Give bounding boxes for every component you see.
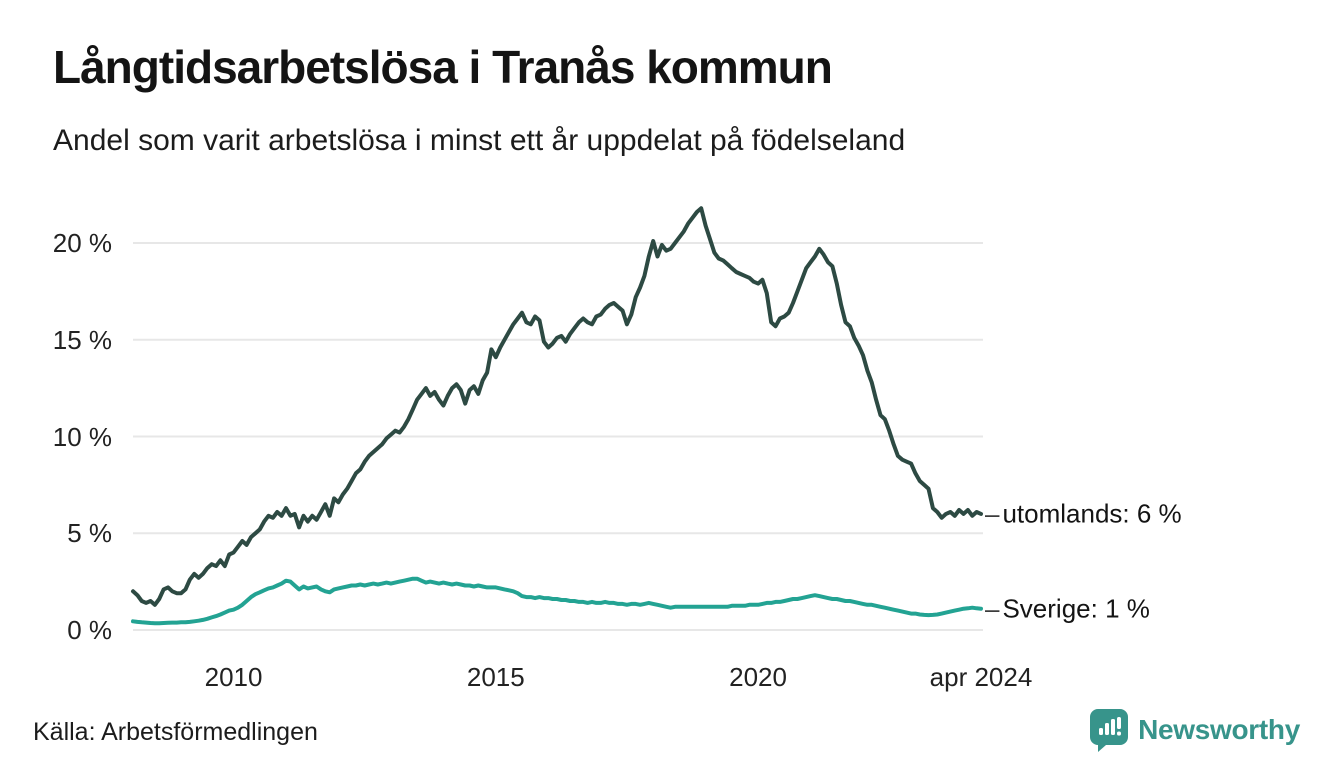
- newsworthy-bar-chart-bubble-icon: [1089, 708, 1129, 752]
- newsworthy-logo: Newsworthy: [1089, 708, 1300, 752]
- y-axis-tick-label: 10 %: [52, 421, 112, 452]
- page-title: Långtidsarbetslösa i Tranås kommun: [53, 41, 833, 93]
- page-subtitle: Andel som varit arbetslösa i minst ett å…: [53, 124, 906, 157]
- annotation-text: Sverige: 1 %: [1002, 593, 1150, 624]
- annotation-dash: –: [985, 593, 1000, 624]
- y-axis-tick-label: 0 %: [67, 615, 112, 645]
- x-axis-tick-label: 2015: [466, 662, 525, 692]
- y-axis-tick-label: 5 %: [67, 518, 112, 549]
- series-line-Sverige: [131, 576, 983, 626]
- source-note: Källa: Arbetsförmedlingen: [33, 718, 318, 746]
- x-axis-tick-label: 2010: [204, 662, 263, 692]
- series-end-label-utomlands: – utomlands: 6 %: [985, 498, 1182, 529]
- y-axis-tick-label: 15 %: [52, 324, 112, 355]
- newsworthy-wordmark: Newsworthy: [1138, 714, 1300, 745]
- series-line-utomlands: [131, 206, 983, 607]
- annotation-dash: –: [985, 498, 1000, 529]
- series-end-label-Sverige: – Sverige: 1 %: [985, 593, 1150, 624]
- x-axis-tick-label: apr 2024: [929, 662, 1033, 692]
- y-axis-tick-label: 20 %: [52, 228, 112, 258]
- x-axis-tick-label: 2020: [729, 662, 787, 692]
- annotation-text: utomlands: 6 %: [1002, 498, 1182, 529]
